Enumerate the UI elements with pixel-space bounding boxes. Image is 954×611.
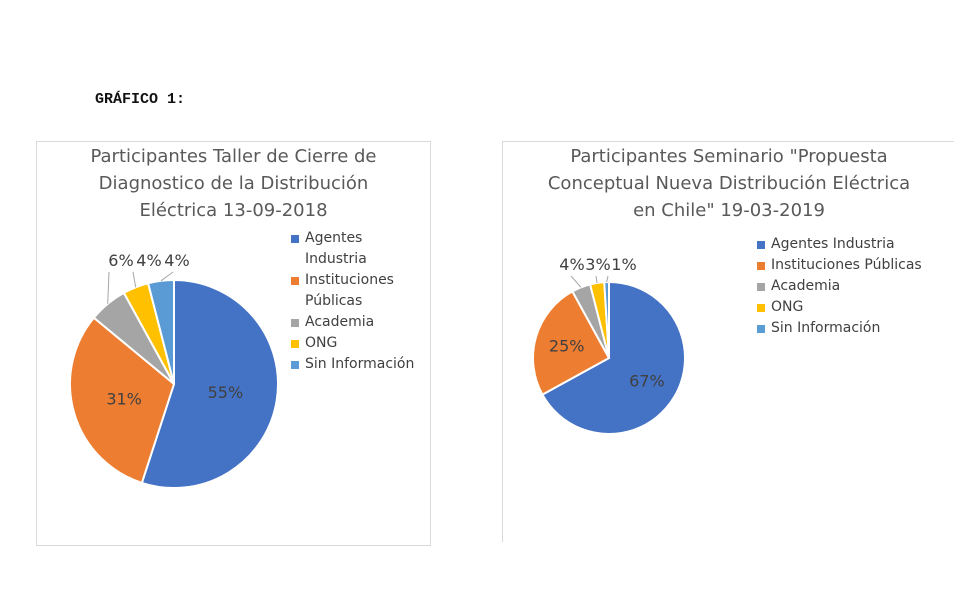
legend-item-sin-informacion: Sin Información <box>291 354 426 375</box>
chart-legend: Agentes Industria Instituciones Públicas A… <box>291 228 426 375</box>
legend-label-line: Instituciones <box>305 272 394 288</box>
slice-data-label: 55% <box>208 383 244 402</box>
slice-sin-informacion <box>146 278 175 385</box>
legend-item-sin-informacion: Sin Información <box>757 318 947 339</box>
legend-label: ONG <box>771 299 804 315</box>
legend-swatch <box>757 283 765 291</box>
leader-line <box>606 275 609 283</box>
leader-line <box>107 271 110 304</box>
legend-item-agentes: Agentes Industria <box>757 234 947 255</box>
legend-item-instituciones: Instituciones Públicas <box>757 255 947 276</box>
legend-swatch <box>757 325 765 333</box>
legend-swatch <box>291 235 299 243</box>
slice-instituciones-publicas <box>532 290 611 396</box>
legend-item-instituciones: Instituciones Públicas <box>291 270 426 312</box>
slice-data-label: 4% <box>559 255 584 274</box>
legend-swatch <box>291 319 299 327</box>
legend-item-academia: Academia <box>757 276 947 297</box>
slice-data-label: 3% <box>585 255 610 274</box>
pie-plot-area: 67% 25% 4% 3% 1% <box>532 255 686 435</box>
chart-title-line: en Chile" 19-03-2019 <box>633 200 825 221</box>
figure-heading: GRÁFICO 1: <box>95 91 186 108</box>
legend-item-ong: ONG <box>757 297 947 318</box>
slice-data-label: 31% <box>106 390 142 409</box>
legend-label: Sin Información <box>771 320 881 336</box>
pie-chart-seminario: Participantes Seminario "Propuesta Conce… <box>502 141 954 542</box>
leader-line <box>160 271 174 282</box>
pie-plot-area: 55%31%6% 4% 4% <box>69 251 279 489</box>
chart-title: Participantes Seminario "Propuesta Conce… <box>503 143 954 224</box>
chart-title: Participantes Taller de Cierre de Diagno… <box>37 143 430 224</box>
leader-line <box>570 275 582 288</box>
legend-label: Agentes Industria <box>771 236 895 252</box>
chart-title-line: Conceptual Nueva Distribución Eléctrica <box>547 173 911 194</box>
legend-label-line: Públicas <box>305 293 363 309</box>
slice-data-label: 4% <box>136 251 161 270</box>
legend-label-line: Industria <box>305 251 367 267</box>
slice-data-label: 4% <box>164 251 189 270</box>
slice-instituciones-publicas <box>69 316 176 485</box>
slice-data-label: 1% <box>611 255 636 274</box>
legend-label: Academia <box>305 314 375 330</box>
chart-title-line: Eléctrica 13-09-2018 <box>139 200 328 221</box>
legend-label: Instituciones Públicas <box>771 257 922 273</box>
legend-label: Academia <box>771 278 841 294</box>
legend-swatch <box>757 304 765 312</box>
chart-legend: Agentes Industria Instituciones Públicas… <box>757 234 947 339</box>
legend-label: ONG <box>305 335 338 351</box>
legend-swatch <box>291 361 299 369</box>
legend-label: Agentes Industria <box>305 228 367 270</box>
legend-item-agentes: Agentes Industria <box>291 228 426 270</box>
slice-sin-informacion <box>603 280 610 359</box>
chart-title-line: Participantes Seminario "Propuesta <box>570 146 888 167</box>
slice-agentes-industria <box>541 280 686 435</box>
legend-swatch <box>757 241 765 249</box>
slice-data-label: 25% <box>549 337 585 356</box>
leader-line <box>132 271 137 288</box>
slice-agentes-industria <box>140 278 279 489</box>
legend-label: Sin Información <box>305 356 415 372</box>
legend-label: Instituciones Públicas <box>305 270 394 312</box>
legend-item-academia: Academia <box>291 312 426 333</box>
legend-item-ong: ONG <box>291 333 426 354</box>
legend-swatch <box>291 277 299 285</box>
legend-label-line: Agentes <box>305 230 363 246</box>
legend-swatch <box>757 262 765 270</box>
slice-data-label: 6% <box>108 251 133 270</box>
pie-chart-taller: Participantes Taller de Cierre de Diagno… <box>36 141 431 546</box>
leader-line <box>595 275 598 283</box>
slice-data-label: 67% <box>629 371 665 390</box>
chart-title-line: Diagnostico de la Distribución <box>98 173 369 194</box>
chart-title-line: Participantes Taller de Cierre de <box>90 146 377 167</box>
legend-swatch <box>291 340 299 348</box>
